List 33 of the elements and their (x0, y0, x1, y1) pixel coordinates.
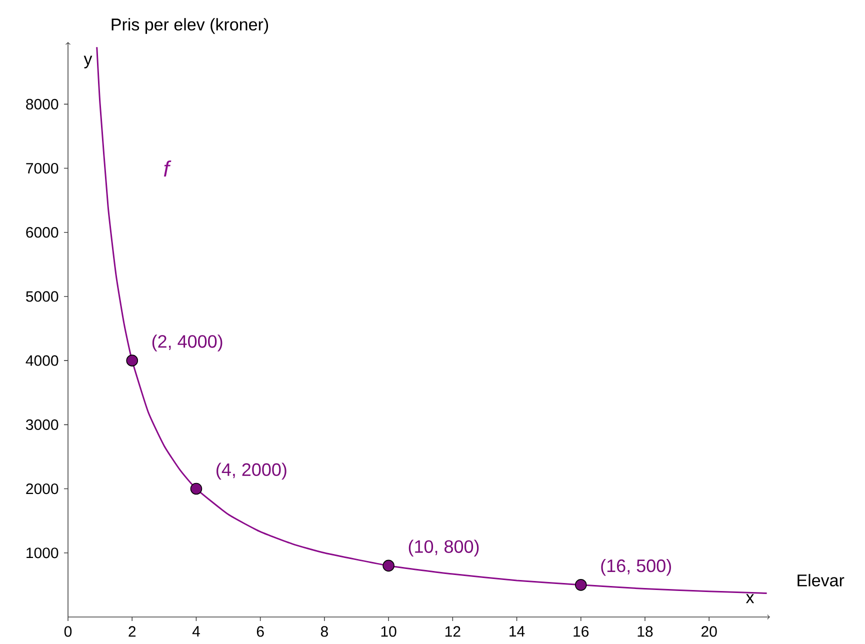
data-label: (4, 2000) (216, 462, 286, 480)
annotation: x (746, 594, 754, 604)
x-axis-title: Elevar (798, 574, 844, 586)
x-tick-label: 14 (510, 626, 525, 637)
point (574, 579, 587, 591)
point (382, 560, 394, 572)
x-tick-label: 20 (702, 626, 717, 637)
data-label: (2, 4000) (152, 334, 222, 352)
y-tick-label: 5000 (26, 291, 58, 302)
annotation: f (164, 160, 172, 176)
y-tick-label: 3000 (26, 419, 58, 430)
x-tick-label: 8 (320, 626, 328, 637)
x-tick-label: 6 (256, 626, 264, 637)
line-series (96, 46, 768, 594)
y-tick-label: 2000 (26, 483, 58, 494)
x-tick-label: 18 (638, 626, 653, 637)
data-label: (10, 800) (408, 540, 479, 557)
x-tick-label: 0 (64, 626, 72, 637)
y-tick-label: 7000 (26, 162, 58, 174)
y-axis-title: Pris per elev (kroner) (112, 18, 268, 34)
x-tick-label: 12 (445, 626, 460, 637)
data-label: (16, 500) (601, 558, 671, 576)
y-tick-label: 1000 (26, 548, 58, 558)
y-tick-label: 4000 (26, 355, 58, 366)
x-tick-label: 4 (192, 626, 200, 637)
annotation: y (84, 56, 92, 68)
point (190, 482, 202, 495)
y-tick-label: 8000 (26, 98, 58, 110)
x-tick-label: 16 (574, 626, 589, 637)
x-tick-label: 10 (381, 626, 396, 637)
point (126, 354, 138, 366)
y-tick-label: 6000 (26, 227, 58, 238)
x-tick-label: 2 (128, 626, 136, 637)
